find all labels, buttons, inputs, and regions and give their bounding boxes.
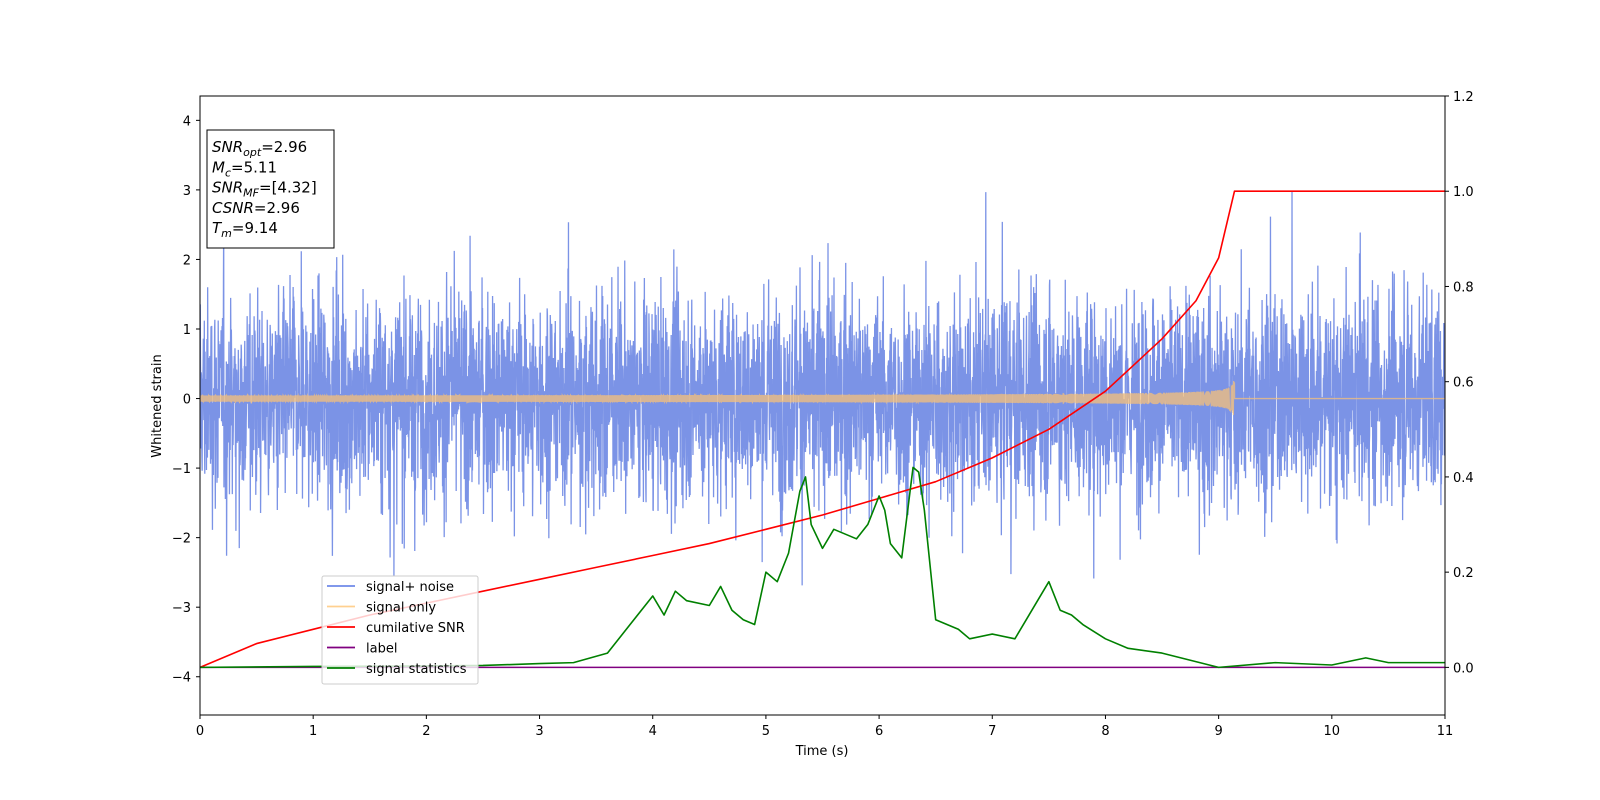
legend-entry-label: cumilative SNR (366, 621, 465, 636)
x-tick-label: 8 (1101, 724, 1109, 739)
x-tick-label: 6 (875, 724, 883, 739)
x-axis: 0 1 2 3 4 5 6 7 8 9 10 11 (196, 715, 1453, 739)
y2-tick-label: 0.4 (1453, 471, 1474, 486)
legend-frame (321, 575, 479, 685)
x-tick-label: 7 (988, 724, 996, 739)
annotation-line: Tm=9.14 (212, 219, 278, 240)
x-axis-label: Time (s) (795, 744, 849, 759)
x-tick-label: 11 (1437, 724, 1454, 739)
series-signal-statistics-line (200, 466, 1445, 669)
annotation-line: SNRopt=2.96 (212, 138, 307, 159)
annotation-line: Mc=5.11 (212, 158, 277, 179)
plot-frame (199, 95, 1446, 716)
y-tick-label: −3 (172, 601, 191, 616)
series-signal-noise-line (200, 190, 1445, 586)
x-tick-label: 9 (1214, 724, 1222, 739)
x-tick-label: 5 (762, 724, 770, 739)
y-tick-label: 4 (183, 114, 191, 129)
y2-tick-label: 0.6 (1453, 376, 1474, 391)
y-axis-right: 0.0 0.2 0.4 0.6 0.8 1.0 1.2 (1445, 90, 1474, 676)
y2-tick-label: 1.0 (1453, 185, 1474, 200)
y-tick-label: 3 (183, 184, 191, 199)
legend-entry-label: signal+ noise (366, 580, 454, 595)
y-tick-label: −2 (172, 532, 191, 547)
y-axis-left: −4 −3 −2 −1 0 1 2 3 4 (172, 114, 200, 686)
x-tick-label: 2 (422, 724, 430, 739)
y2-tick-label: 1.2 (1453, 90, 1474, 105)
annotation-line: CSNR=2.96 (212, 199, 300, 217)
y-tick-label: 1 (183, 323, 191, 338)
x-tick-label: 10 (1324, 724, 1341, 739)
y2-tick-label: 0.0 (1453, 661, 1474, 676)
x-tick-label: 3 (535, 724, 543, 739)
y-tick-label: 0 (183, 393, 191, 408)
x-tick-label: 1 (309, 724, 317, 739)
y2-tick-label: 0.2 (1453, 566, 1474, 581)
legend-entry-label: label (366, 642, 397, 657)
legend-entry-label: signal only (366, 601, 436, 616)
y-tick-label: −4 (172, 671, 191, 686)
y2-tick-label: 0.8 (1453, 280, 1474, 295)
series-signal-only-line (200, 381, 1445, 416)
y-tick-label: 2 (183, 253, 191, 268)
legend: signal+ noise signal only cumilative SNR la… (321, 575, 479, 685)
y-tick-label: −1 (172, 462, 191, 477)
legend-entry-label: signal statistics (366, 662, 467, 677)
y-axis-label: Whitened strain (150, 354, 165, 457)
annotation-box-frame (206, 129, 335, 249)
x-tick-label: 4 (649, 724, 657, 739)
x-tick-label: 0 (196, 724, 204, 739)
annotation-line: SNRMF=[4.32] (212, 179, 317, 200)
